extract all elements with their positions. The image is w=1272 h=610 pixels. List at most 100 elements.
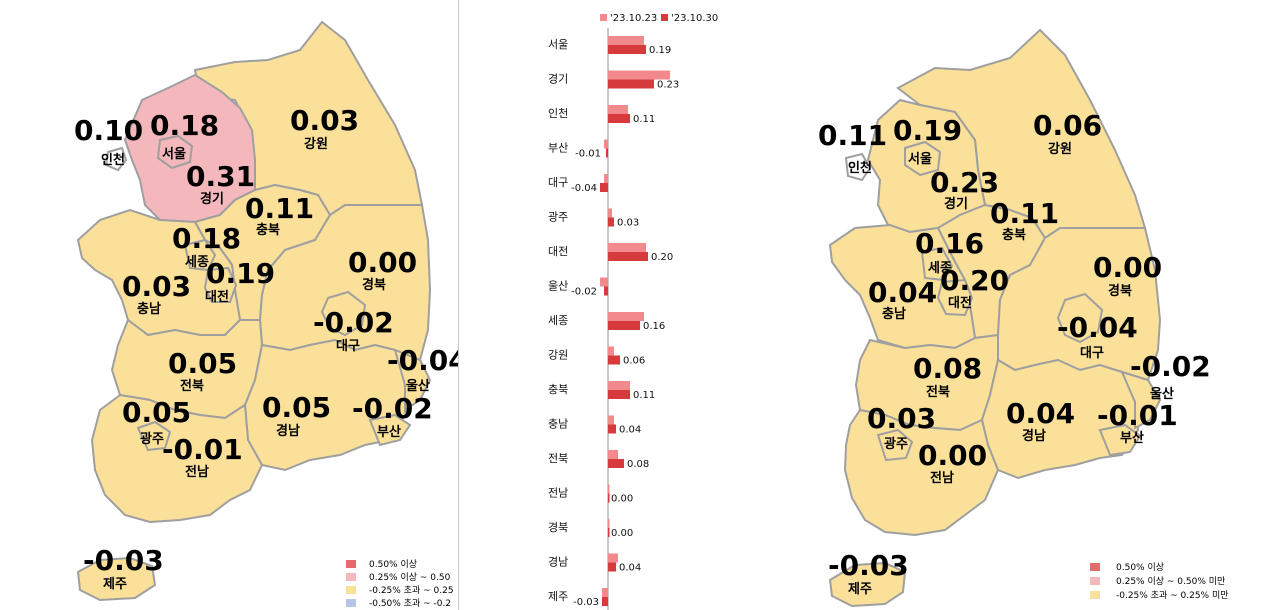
bar-prev-week xyxy=(608,208,612,218)
bar-prev-week xyxy=(600,277,608,287)
gwangju-value: 0.03 xyxy=(867,402,936,435)
right-map-svg: 0.11 인천 0.19 서울 0.23 경기 0.06 강원 0.11 충북 … xyxy=(818,28,1229,608)
bar-value-label: 0.11 xyxy=(633,390,655,401)
gyeongnam-label: 경남 xyxy=(276,423,300,439)
legend-swatch-high xyxy=(346,560,356,568)
bar-prev-week xyxy=(608,105,628,114)
bar-value-label: 0.19 xyxy=(649,45,671,56)
gyeonggi-label: 경기 xyxy=(944,196,968,212)
bars-group: 서울 0.19 경기 0.23 인천 0.11 부산 -0.01 대구 -0.04 광주 0.03 대전… xyxy=(548,36,679,608)
daegu-label: 대구 xyxy=(1080,346,1104,361)
bar-prev-week xyxy=(608,70,670,80)
bar-value-label: 0.04 xyxy=(619,563,641,574)
bar-prev-week xyxy=(604,139,608,149)
bar-value-label: 0.20 xyxy=(651,252,673,263)
legend-label: 0.25% 이상 ~ 0.50% 미만 xyxy=(1116,576,1225,587)
bar-prev-week xyxy=(608,484,610,494)
region-busan xyxy=(1098,423,1142,457)
bar-curr-week xyxy=(608,114,630,123)
incheon-label: 인천 xyxy=(101,152,125,168)
region-jeju xyxy=(828,561,907,608)
legend-swatch-mid xyxy=(346,573,356,581)
chungbuk-label: 충북 xyxy=(1002,227,1026,243)
bar-prev-week xyxy=(608,450,618,459)
bar-curr-week xyxy=(608,355,620,365)
bar-prev-week xyxy=(608,36,644,45)
bar-curr-week xyxy=(608,217,614,227)
category-label: 제주 xyxy=(548,590,568,603)
gangwon-label: 강원 xyxy=(1048,141,1072,157)
panel-divider xyxy=(458,0,459,610)
category-label: 울산 xyxy=(548,280,568,293)
bar-value-label: -0.02 xyxy=(571,287,597,298)
category-label: 서울 xyxy=(548,38,568,51)
bar-chart-svg: '23.10.23 '23.10.30 서울 0.19 경기 0.23 인천 0.11 부산… xyxy=(548,13,718,610)
daegu-value: -0.02 xyxy=(313,306,394,339)
chungnam-label: 충남 xyxy=(882,306,906,322)
bar-curr-week xyxy=(608,45,646,54)
legend-swatch-prev xyxy=(600,14,607,21)
chungbuk-value: 0.11 xyxy=(990,197,1059,230)
bar-value-label: 0.06 xyxy=(623,356,645,367)
gyeonggi-label: 경기 xyxy=(200,191,224,207)
gangwon-label: 강원 xyxy=(304,136,328,152)
jeonbuk-value: 0.05 xyxy=(168,347,237,380)
ulsan-value: -0.04 xyxy=(387,344,458,377)
bar-value-label: 0.00 xyxy=(611,494,633,505)
region-ulsan xyxy=(1120,370,1162,430)
bar-curr-week xyxy=(608,562,616,572)
ulsan-value: -0.02 xyxy=(1130,350,1211,383)
incheon-value: 0.11 xyxy=(818,119,887,152)
sejong-value: 0.16 xyxy=(915,227,984,260)
gyeongnam-label: 경남 xyxy=(1022,428,1046,444)
legend-label: -0.25% 초과 ~ 0.25% 미만 xyxy=(1116,590,1229,601)
region-jeonnam xyxy=(90,393,264,524)
gyeongbuk-label: 경북 xyxy=(362,277,386,293)
busan-label: 부산 xyxy=(377,424,401,440)
left-legend: 0.50% 이상 0.25% 이상 ~ 0.50 -0.25% 초과 ~ 0.2… xyxy=(346,559,454,609)
bar-prev-week xyxy=(608,346,614,356)
daejeon-value: 0.20 xyxy=(940,264,1009,297)
chungnam-value: 0.03 xyxy=(122,270,191,303)
gyeongnam-value: 0.05 xyxy=(262,391,331,424)
bar-curr-week xyxy=(608,424,616,434)
legend-swatch-curr xyxy=(661,14,668,21)
region-sejong xyxy=(183,238,217,272)
category-label: 경기 xyxy=(548,73,568,86)
legend-label: -0.25% 초과 ~ 0.25 xyxy=(369,585,454,596)
bar-curr-week xyxy=(606,148,608,158)
gyeonggi-value: 0.23 xyxy=(930,166,999,199)
bar-curr-week xyxy=(608,459,624,468)
legend-swatch-flat xyxy=(1090,591,1100,599)
region-incheon xyxy=(844,152,872,182)
bar-prev-week xyxy=(608,519,610,528)
region-daejeon xyxy=(203,266,238,303)
bar-prev-week xyxy=(608,553,618,563)
bar-curr-week xyxy=(602,597,608,606)
bar-value-label: -0.04 xyxy=(571,183,597,194)
ulsan-label: 울산 xyxy=(1150,386,1174,402)
seoul-label: 서울 xyxy=(162,146,186,162)
region-jeju xyxy=(76,556,157,602)
category-label: 충북 xyxy=(548,383,568,396)
bar-curr-week xyxy=(608,528,610,537)
region-daegu xyxy=(1056,292,1104,344)
bar-chart-panel: '23.10.23 '23.10.30 서울 0.19 경기 0.23 인천 0.11 부산… xyxy=(459,0,759,610)
sejong-label: 세종 xyxy=(928,261,952,276)
jeonnam-value: -0.01 xyxy=(162,433,243,466)
jeonnam-label: 전남 xyxy=(185,464,209,480)
gyeonggi-value: 0.31 xyxy=(186,160,255,193)
jeonnam-value: 0.00 xyxy=(918,439,987,472)
bar-curr-week xyxy=(608,493,610,503)
gwangju-label: 광주 xyxy=(884,437,908,452)
bar-value-label: 0.11 xyxy=(633,114,655,125)
legend-label: -0.50% 초과 ~ -0.2 xyxy=(369,598,451,609)
incheon-label: 인천 xyxy=(848,160,872,176)
bar-prev-week xyxy=(608,415,614,425)
bar-curr-week xyxy=(608,79,654,89)
bar-value-label: 0.23 xyxy=(657,80,679,91)
right-legend: 0.50% 이상 0.25% 이상 ~ 0.50% 미만 -0.25% 초과 ~… xyxy=(1090,562,1229,601)
legend-label-prev: '23.10.23 xyxy=(610,13,657,24)
bar-value-label: -0.03 xyxy=(573,597,599,608)
legend-swatch-high xyxy=(1090,563,1100,571)
